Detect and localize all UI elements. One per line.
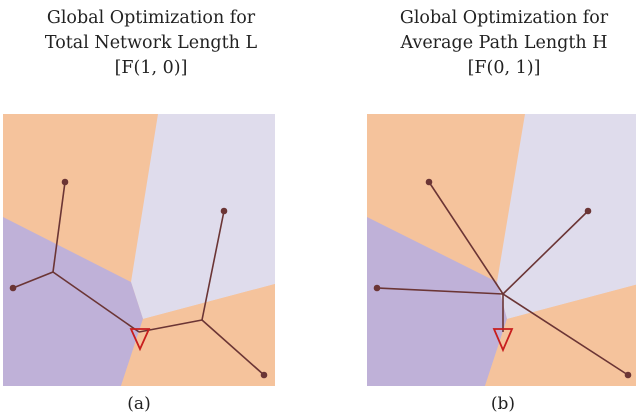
panel-a-node	[9, 284, 17, 292]
panel-b-nodes	[373, 178, 632, 379]
panel-b-region-lavender	[497, 114, 636, 319]
panel-a-title-line-1: Global Optimization for	[46, 8, 256, 28]
panel-a-edge	[201, 319, 265, 376]
panel-a-region-purple	[3, 217, 143, 386]
panel-b-region-orange-lower	[485, 284, 636, 386]
panel-a-caption: (a)	[127, 394, 151, 414]
panel-b-diagram	[367, 114, 636, 386]
panel-a-nodes	[9, 178, 268, 379]
panel-a-title-line-3: [F(1, 0)]	[114, 58, 188, 78]
panel-b-caption: (b)	[490, 394, 516, 414]
panel-a-sink-triangle-icon	[129, 328, 151, 352]
panel-b-edges	[376, 181, 629, 376]
panel-a-node	[220, 207, 228, 215]
panel-a-node	[260, 371, 268, 379]
panel-a-region-orange-lower	[121, 284, 275, 386]
panel-a-edge	[201, 210, 225, 321]
panel-a-edge	[52, 271, 140, 333]
panel-b-edge	[376, 287, 504, 295]
panel-a-edge	[12, 271, 54, 289]
panel-a-edges	[12, 181, 265, 376]
panel-b-title-line-1: Global Optimization for	[399, 8, 609, 28]
panel-b-edge	[502, 210, 589, 295]
panel-b-edge	[502, 293, 629, 376]
panel-b-node	[624, 371, 632, 379]
panel-b-title: Global Optimization for Average Path Len…	[354, 6, 636, 81]
panel-b-title-line-2: Average Path Length H	[400, 33, 608, 53]
panel-b-node	[373, 284, 381, 292]
panel-a-title: Global Optimization for Total Network Le…	[1, 6, 301, 81]
panel-b-title-line-3: [F(0, 1)]	[467, 58, 541, 78]
panel-b-region-purple	[367, 217, 507, 386]
panel-a-diagram	[3, 114, 275, 386]
panel-a-node	[61, 178, 69, 186]
panel-b-sink-triangle-icon	[492, 328, 514, 353]
panel-b-node	[425, 178, 433, 186]
panel-a-edge	[52, 181, 66, 273]
panel-a-region-lavender	[131, 114, 275, 319]
panel-b-node	[584, 207, 592, 215]
panel-a-title-line-2: Total Network Length L	[44, 33, 258, 53]
panel-b-edge	[428, 181, 504, 295]
